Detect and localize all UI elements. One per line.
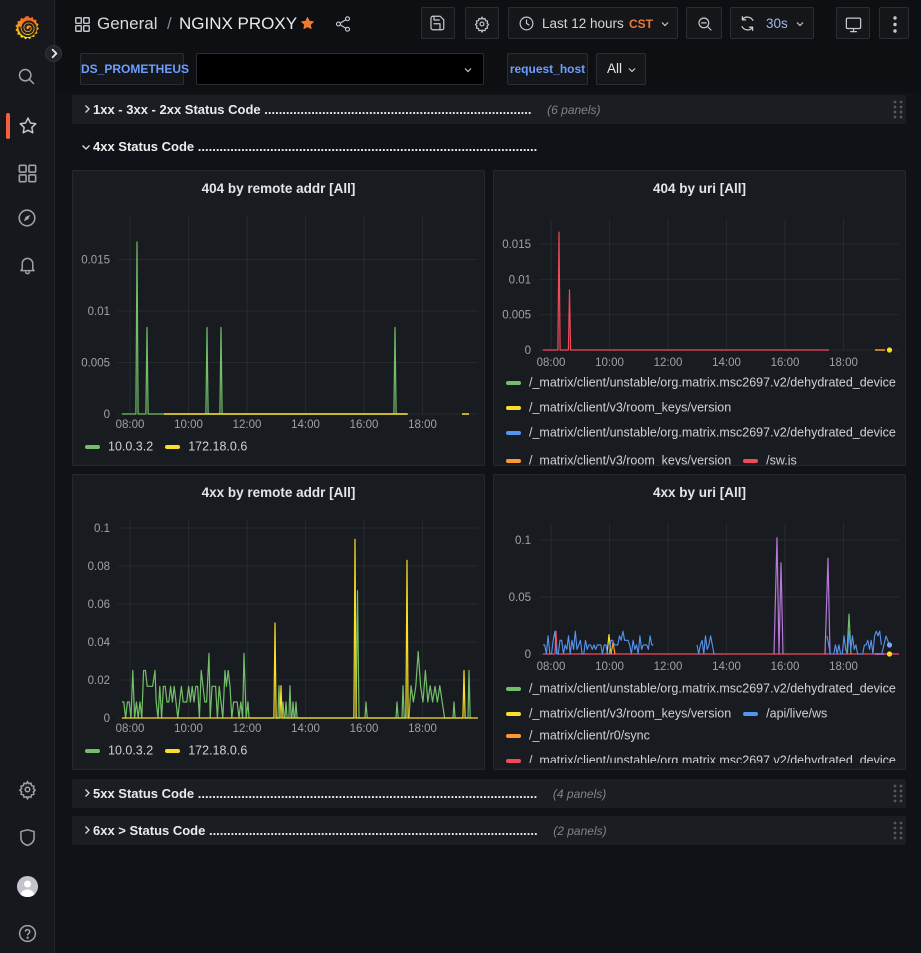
svg-text:0.08: 0.08 [88, 561, 110, 573]
svg-text:14:00: 14:00 [712, 661, 741, 673]
svg-text:14:00: 14:00 [291, 419, 320, 431]
svg-text:0: 0 [525, 345, 531, 357]
svg-text:16:00: 16:00 [350, 419, 379, 431]
svg-text:08:00: 08:00 [537, 357, 566, 369]
svg-text:0: 0 [104, 713, 110, 725]
svg-text:12:00: 12:00 [654, 357, 683, 369]
svg-text:10:00: 10:00 [595, 661, 624, 673]
svg-text:10:00: 10:00 [174, 419, 203, 431]
svg-text:0.1: 0.1 [94, 523, 110, 535]
svg-text:0.015: 0.015 [81, 255, 110, 267]
svg-text:18:00: 18:00 [408, 723, 437, 735]
svg-text:0: 0 [104, 409, 110, 421]
svg-text:0.015: 0.015 [502, 239, 531, 251]
svg-text:18:00: 18:00 [829, 661, 858, 673]
svg-text:10:00: 10:00 [174, 723, 203, 735]
svg-text:0: 0 [525, 649, 531, 661]
svg-text:0.04: 0.04 [88, 637, 111, 649]
svg-text:0.05: 0.05 [509, 592, 531, 604]
svg-text:0.005: 0.005 [502, 310, 531, 322]
svg-text:0.06: 0.06 [88, 599, 110, 611]
svg-text:10:00: 10:00 [595, 357, 624, 369]
svg-text:08:00: 08:00 [116, 419, 145, 431]
svg-text:18:00: 18:00 [408, 419, 437, 431]
svg-text:14:00: 14:00 [712, 357, 741, 369]
svg-text:0.01: 0.01 [509, 274, 531, 286]
svg-text:08:00: 08:00 [537, 661, 566, 673]
svg-text:0.1: 0.1 [515, 535, 531, 547]
svg-text:12:00: 12:00 [233, 723, 262, 735]
svg-text:16:00: 16:00 [771, 661, 800, 673]
svg-text:18:00: 18:00 [829, 357, 858, 369]
svg-text:14:00: 14:00 [291, 723, 320, 735]
svg-text:16:00: 16:00 [771, 357, 800, 369]
svg-text:08:00: 08:00 [116, 723, 145, 735]
svg-text:12:00: 12:00 [233, 419, 262, 431]
svg-text:12:00: 12:00 [654, 661, 683, 673]
svg-text:16:00: 16:00 [350, 723, 379, 735]
svg-text:0.005: 0.005 [81, 358, 110, 370]
svg-text:0.01: 0.01 [88, 306, 110, 318]
svg-text:0.02: 0.02 [88, 675, 110, 687]
